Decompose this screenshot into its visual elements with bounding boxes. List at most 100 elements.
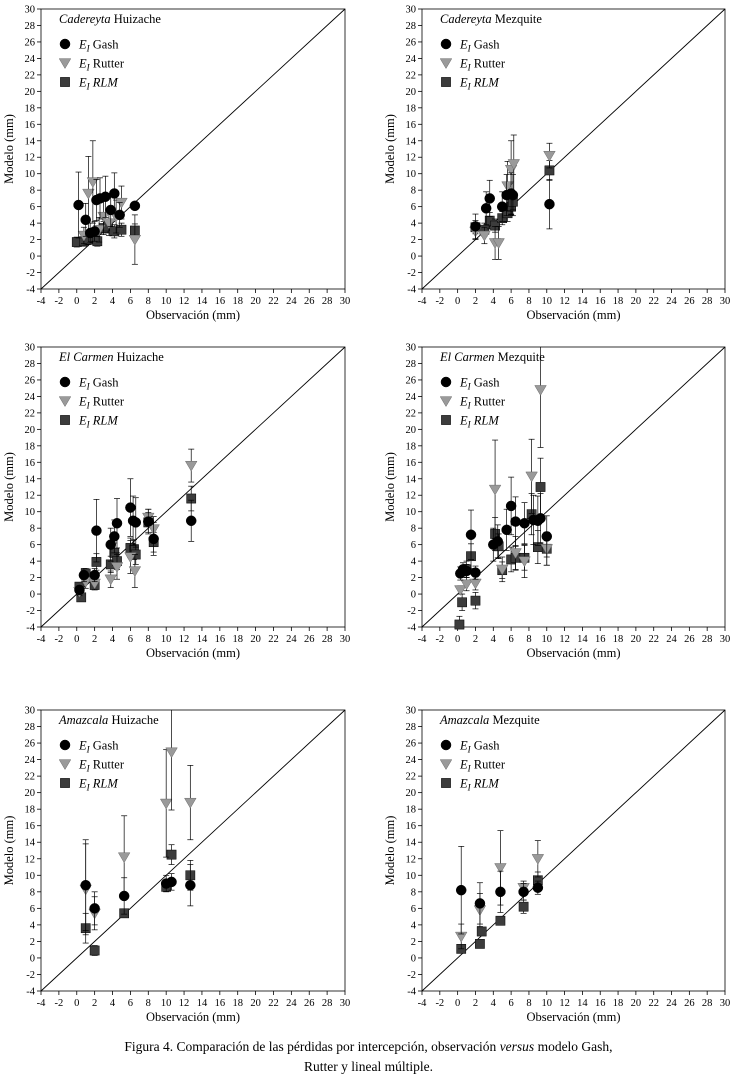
x-tick-label: 16 [215, 998, 226, 1009]
x-tick-label: 6 [508, 998, 513, 1009]
data-point-rutter [184, 460, 198, 472]
y-tick-label: 8 [411, 186, 416, 197]
x-tick-label: 22 [648, 998, 659, 1009]
data-point-rutter [531, 854, 545, 865]
x-tick-label: 10 [161, 634, 172, 645]
x-tick-label: 24 [666, 296, 677, 307]
data-point-rutter [104, 574, 117, 586]
y-tick-label: 20 [25, 87, 36, 98]
x-tick-label: 2 [92, 634, 97, 645]
y-tick-label: 12 [406, 854, 417, 865]
x-tick-label: 10 [542, 634, 553, 645]
legend-symbol: E [78, 395, 87, 409]
legend-symbol: E [459, 395, 468, 409]
data-point-rutter [507, 159, 521, 170]
plot-frame [421, 8, 726, 290]
data-point-rutter [525, 471, 538, 483]
data-point-gash [130, 517, 142, 528]
legend-name: Gash [90, 739, 120, 753]
y-tick-label: 6 [411, 904, 416, 915]
legend-label-gash: EI Gash [459, 376, 500, 392]
data-point-gash [535, 513, 546, 524]
legend-marker-rutter [58, 396, 72, 408]
y-tick-label: 10 [406, 871, 417, 882]
y-tick-label: 12 [25, 491, 36, 502]
x-axis-title: Observación (mm) [146, 646, 240, 660]
series-gash [73, 171, 141, 244]
x-tick-label: 4 [491, 998, 497, 1009]
y-tick-label: 18 [25, 103, 36, 114]
plot-frame [40, 709, 346, 992]
data-point-gash [474, 898, 486, 909]
panel-title: Cadereyta Huizache [59, 12, 161, 26]
x-axis-title: Observación (mm) [526, 308, 620, 322]
x-tick-label: 8 [146, 634, 151, 645]
x-tick-label: 4 [110, 998, 116, 1009]
y-tick-label: 28 [406, 359, 417, 370]
y-tick-label: 8 [30, 186, 35, 197]
x-tick-label: 22 [268, 998, 279, 1009]
y-axis-title: Modelo (mm) [383, 816, 397, 886]
y-tick-label: 2 [30, 937, 35, 948]
x-tick-label: 8 [146, 296, 151, 307]
y-tick-label: 4 [411, 219, 417, 230]
legend-subscript: I [467, 382, 472, 392]
legend-subscript: I [86, 63, 91, 73]
data-point-rutter [460, 579, 473, 591]
y-axis-title: Modelo (mm) [383, 452, 397, 522]
y-tick-label: -2 [407, 606, 416, 617]
panel-title-species: Huizache [108, 713, 159, 727]
y-tick-label: -2 [26, 268, 35, 279]
x-tick-label: 0 [455, 998, 460, 1009]
x-tick-label: 10 [161, 998, 172, 1009]
data-point-gash [505, 500, 517, 512]
legend-label-gash: EI Gash [78, 376, 119, 392]
y-tick-label: 24 [406, 392, 417, 403]
y-tick-label: 16 [25, 458, 36, 469]
x-tick-label: 14 [197, 998, 208, 1009]
y-tick-label: -2 [407, 970, 416, 981]
y-tick-label: 0 [411, 590, 416, 601]
data-point-rlm [470, 595, 481, 606]
legend-name: Gash [471, 376, 501, 390]
y-tick-label: 26 [406, 37, 417, 48]
legend-subscript: I [467, 401, 472, 411]
data-point-rlm [476, 926, 487, 937]
data-point-rutter [86, 177, 100, 188]
data-point-rutter [518, 556, 531, 568]
one-to-one-line [421, 8, 726, 290]
data-point-gash [109, 531, 120, 542]
data-point-gash [461, 565, 472, 577]
y-tick-label: -2 [26, 970, 35, 981]
y-tick-label: 22 [406, 772, 417, 783]
data-point-gash [495, 886, 506, 898]
x-tick-label: 8 [526, 296, 531, 307]
series-gash [455, 846, 544, 935]
data-point-rlm [475, 939, 485, 949]
legend-marker-gash [440, 739, 452, 751]
data-point-rutter [115, 197, 128, 209]
data-point-gash [89, 226, 100, 237]
legend-label-rutter: EI Rutter [459, 395, 506, 411]
y-tick-label: 20 [25, 788, 36, 799]
y-tick-label: 26 [406, 375, 417, 386]
x-axis-title: Observación (mm) [526, 646, 620, 660]
legend-marker-rlm [441, 77, 451, 87]
legend-symbol: E [78, 758, 87, 772]
x-tick-label: 20 [631, 634, 642, 645]
y-tick-label: 8 [30, 887, 35, 898]
x-tick-label: -4 [37, 998, 46, 1009]
panel-title: El Carmen Mezquite [439, 350, 545, 364]
y-tick-label: -4 [407, 285, 416, 296]
x-tick-label: 4 [491, 634, 497, 645]
panel-title-site: Cadereyta [59, 12, 111, 26]
panel-title: Cadereyta Mezquite [440, 12, 542, 26]
y-tick-label: 12 [406, 153, 417, 164]
data-point-gash [185, 515, 197, 527]
panel-title-species: Mezquite [489, 713, 540, 727]
x-tick-label: 12 [559, 634, 570, 645]
x-tick-label: 28 [702, 998, 713, 1009]
x-tick-label: 10 [542, 998, 553, 1009]
data-point-rutter [184, 797, 197, 809]
y-tick-label: -4 [26, 285, 35, 296]
